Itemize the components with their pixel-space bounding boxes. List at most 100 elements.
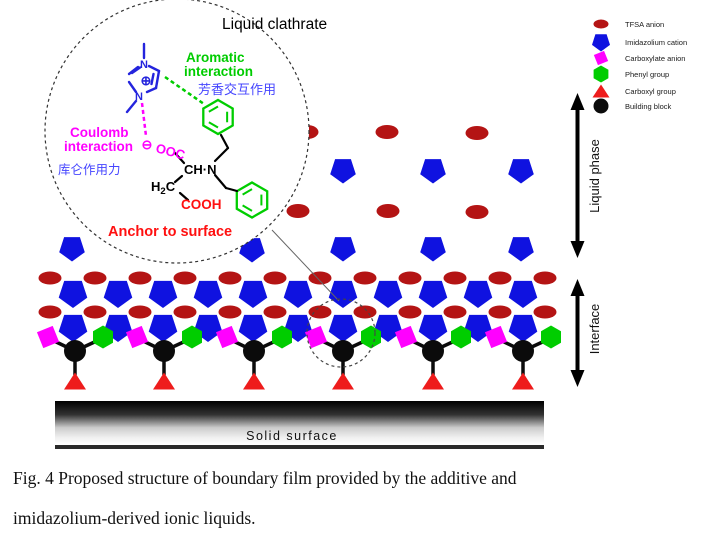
- coulomb-label-2: interaction: [64, 139, 133, 154]
- imidazolium-cation: [420, 159, 446, 184]
- carboxylate-anion: [215, 325, 239, 349]
- tfsa-anion: [375, 125, 399, 139]
- phenyl-ring: [202, 98, 234, 136]
- liquid-phase-shapes: [59, 125, 534, 263]
- imidazolium-cation: [463, 280, 493, 308]
- imidazolium-cation: [148, 314, 178, 342]
- minus-charge-icon: ⊖: [142, 137, 153, 152]
- tfsa-anion-icon: [593, 19, 609, 29]
- caption-line-2: imidazolium-derived ionic liquids.: [13, 508, 256, 528]
- phenyl-group: [182, 325, 202, 349]
- anchor-label: Anchor to surface: [108, 224, 232, 240]
- h2c-label: H2C: [151, 179, 176, 197]
- tfsa-anion: [173, 271, 197, 285]
- cooh-label: COOH: [181, 197, 222, 212]
- solid-surface-bar: Solid surface: [55, 401, 544, 449]
- aromatic-label-cn: 芳香交互作用: [198, 82, 276, 97]
- phase-arrows: [570, 93, 585, 387]
- building-block-icon: [593, 98, 609, 114]
- carboxylate-anion: [484, 325, 508, 349]
- building-block-unit: [394, 325, 471, 390]
- tfsa-anion: [376, 204, 400, 218]
- tfsa-anion: [533, 271, 557, 285]
- phenyl-group-icon: [593, 65, 609, 83]
- legend-label: Carboxyl group: [625, 87, 676, 96]
- liquid-phase-label: Liquid phase: [587, 139, 602, 213]
- building-block-unit: [484, 325, 561, 390]
- imidazolium-cation: [418, 280, 448, 308]
- building-block-unit: [215, 325, 292, 390]
- arrow-head-icon: [570, 93, 585, 110]
- carboxylate-anion: [36, 325, 60, 349]
- callout-line: [271, 229, 340, 302]
- imidazolium-cation: [508, 280, 538, 308]
- tfsa-anion: [398, 271, 422, 285]
- tfsa-anion: [353, 271, 377, 285]
- tfsa-anion: [443, 305, 467, 319]
- legend-label: Carboxylate anion: [625, 54, 685, 63]
- building-block: [64, 340, 86, 362]
- legend: TFSA anion Imidazolium cation Carboxylat…: [592, 19, 687, 114]
- imidazolium-cation: [193, 280, 223, 308]
- imidazolium-cation: [58, 314, 88, 342]
- interface-label: Interface: [587, 304, 602, 355]
- imidazolium-cation: [239, 238, 265, 263]
- tfsa-anion: [286, 204, 310, 218]
- carboxylate-anion: [394, 325, 418, 349]
- ring-n-top: N: [140, 59, 148, 71]
- carboxylate-anion: [304, 325, 328, 349]
- imidazolium-cation: [373, 280, 403, 308]
- ring-n-bottom: N: [135, 91, 143, 103]
- carboxyl-group-icon: [592, 84, 610, 98]
- callout-circle: [306, 298, 376, 368]
- coulomb-label-1: Coulomb: [70, 125, 129, 140]
- carboxyl-group: [243, 372, 265, 390]
- tfsa-anion: [488, 271, 512, 285]
- phenyl-group: [272, 325, 292, 349]
- double-bond-line: [208, 121, 219, 129]
- tfsa-anion: [218, 271, 242, 285]
- carboxyl-group: [332, 372, 354, 390]
- imidazolium-cation: [238, 314, 268, 342]
- building-block: [422, 340, 444, 362]
- clathrate-circle: [44, 0, 310, 264]
- plus-charge-icon: ⊕: [141, 73, 152, 88]
- molecule-bonds: [173, 133, 239, 202]
- arrow-head-icon: [570, 370, 585, 387]
- arrow-head-icon: [570, 279, 585, 296]
- building-block: [153, 340, 175, 362]
- tfsa-anion: [218, 305, 242, 319]
- imidazolium-cation: [148, 280, 178, 308]
- solid-surface-label: Solid surface: [246, 429, 338, 443]
- tfsa-anion: [308, 305, 332, 319]
- building-block-unit: [304, 325, 381, 390]
- building-block: [243, 340, 265, 362]
- building-block: [332, 340, 354, 362]
- carboxylate-anion-icon: [593, 50, 609, 66]
- legend-label: Building block: [625, 102, 672, 111]
- imidazolium-cation: [508, 237, 534, 262]
- carboxyl-group: [153, 372, 175, 390]
- imidazolium-cation: [330, 237, 356, 262]
- coulomb-interaction-line: [140, 102, 148, 137]
- aromatic-label-2: interaction: [184, 64, 253, 79]
- legend-label: Imidazolium cation: [625, 38, 687, 47]
- double-bond-line: [208, 105, 219, 113]
- tfsa-anion: [173, 305, 197, 319]
- phenyl-group: [451, 325, 471, 349]
- imidazolium-cation: [330, 159, 356, 184]
- imidazolium-cation: [59, 237, 85, 262]
- imidazolium-cation: [508, 314, 538, 342]
- phenyl-group: [361, 325, 381, 349]
- tfsa-anion: [488, 305, 512, 319]
- imidazolium-cation: [58, 280, 88, 308]
- legend-label: Phenyl group: [625, 70, 669, 79]
- imidazolium-cation: [283, 280, 313, 308]
- building-block-unit: [125, 325, 202, 390]
- ch-label: CH·N: [184, 162, 217, 177]
- tfsa-anion: [83, 305, 107, 319]
- tfsa-anion: [38, 305, 62, 319]
- tfsa-anion: [263, 305, 287, 319]
